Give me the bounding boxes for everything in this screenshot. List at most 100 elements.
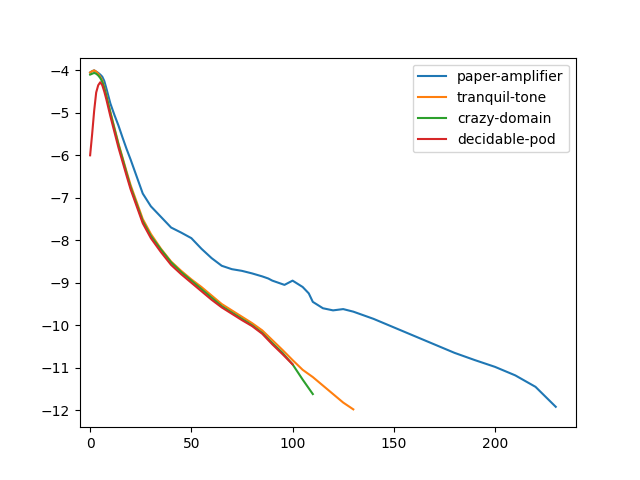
decidable-pod [259,331,266,336]
paper-amplifier [552,404,559,410]
crazy-domain [127,184,134,190]
crazy-domain [208,295,216,300]
decidable-pod [167,262,175,268]
decidable-pod [278,351,286,357]
tranquil-tone [147,231,155,237]
crazy-domain [94,72,102,78]
decidable-pod [157,249,165,255]
paper-amplifier [269,278,276,284]
tranquil-tone [218,301,225,307]
tranquil-tone [139,216,147,222]
tranquil-tone [198,284,205,290]
crazy-domain [97,75,104,81]
crazy-domain [133,201,141,207]
crazy-domain [106,110,114,116]
decidable-pod [248,323,256,329]
tranquil-tone [167,259,175,264]
crazy-domain [123,170,131,176]
crazy-domain [309,391,317,397]
crazy-domain [218,303,225,309]
tranquil-tone [100,84,108,90]
decidable-pod [289,361,296,367]
paper-amplifier [451,350,458,356]
crazy-domain [259,330,266,336]
decidable-pod [228,311,236,317]
Line: decidable-pod: decidable-pod [90,82,292,364]
paper-amplifier [86,70,94,75]
decidable-pod [133,204,141,209]
paper-amplifier [339,306,347,312]
tranquil-tone [289,357,296,363]
tranquil-tone [228,308,236,313]
decidable-pod [90,108,98,114]
decidable-pod [269,341,276,347]
tranquil-tone [349,407,357,412]
tranquil-tone [127,182,134,188]
crazy-domain [147,233,155,239]
crazy-domain [238,316,246,322]
tranquil-tone [269,337,276,343]
crazy-domain [278,350,286,356]
decidable-pod [188,280,195,286]
tranquil-tone [90,68,98,73]
tranquil-tone [118,155,126,160]
Line: paper-amplifier: paper-amplifier [90,71,556,407]
decidable-pod [127,186,134,192]
tranquil-tone [309,374,317,380]
paper-amplifier [90,68,98,73]
tranquil-tone [299,367,307,373]
decidable-pod [115,145,122,151]
tranquil-tone [94,71,102,77]
paper-amplifier [280,282,288,288]
crazy-domain [104,101,112,107]
crazy-domain [111,126,118,132]
decidable-pod [88,131,96,137]
decidable-pod [106,113,114,119]
Line: tranquil-tone: tranquil-tone [90,71,353,409]
decidable-pod [198,288,205,294]
decidable-pod [94,83,102,88]
tranquil-tone [133,199,141,205]
crazy-domain [102,93,110,99]
crazy-domain [188,278,195,284]
crazy-domain [269,340,276,346]
crazy-domain [88,71,96,77]
tranquil-tone [88,68,96,74]
crazy-domain [92,71,100,77]
decidable-pod [177,271,185,277]
Legend: paper-amplifier, tranquil-tone, crazy-domain, decidable-pod: paper-amplifier, tranquil-tone, crazy-do… [413,64,569,153]
tranquil-tone [99,78,106,84]
decidable-pod [238,317,246,323]
decidable-pod [111,129,118,135]
tranquil-tone [97,74,104,80]
crazy-domain [86,72,94,77]
tranquil-tone [102,92,110,98]
crazy-domain [157,247,165,252]
decidable-pod [99,83,106,88]
crazy-domain [198,286,205,292]
decidable-pod [92,90,100,96]
crazy-domain [177,269,185,275]
tranquil-tone [111,125,118,131]
tranquil-tone [157,246,165,252]
tranquil-tone [248,320,256,326]
tranquil-tone [177,268,185,274]
tranquil-tone [278,347,286,353]
tranquil-tone [115,141,122,146]
tranquil-tone [106,109,114,115]
decidable-pod [86,153,94,158]
crazy-domain [90,70,98,76]
decidable-pod [97,79,104,85]
tranquil-tone [329,391,337,397]
decidable-pod [104,105,112,110]
crazy-domain [100,85,108,91]
decidable-pod [102,96,110,102]
tranquil-tone [92,69,100,74]
crazy-domain [118,156,126,162]
tranquil-tone [339,400,347,406]
crazy-domain [248,323,256,328]
decidable-pod [118,159,126,165]
crazy-domain [289,361,296,367]
decidable-pod [218,304,225,310]
crazy-domain [115,142,122,147]
